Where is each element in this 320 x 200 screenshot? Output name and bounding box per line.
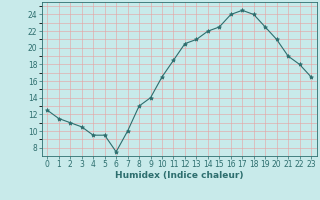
- X-axis label: Humidex (Indice chaleur): Humidex (Indice chaleur): [115, 171, 244, 180]
